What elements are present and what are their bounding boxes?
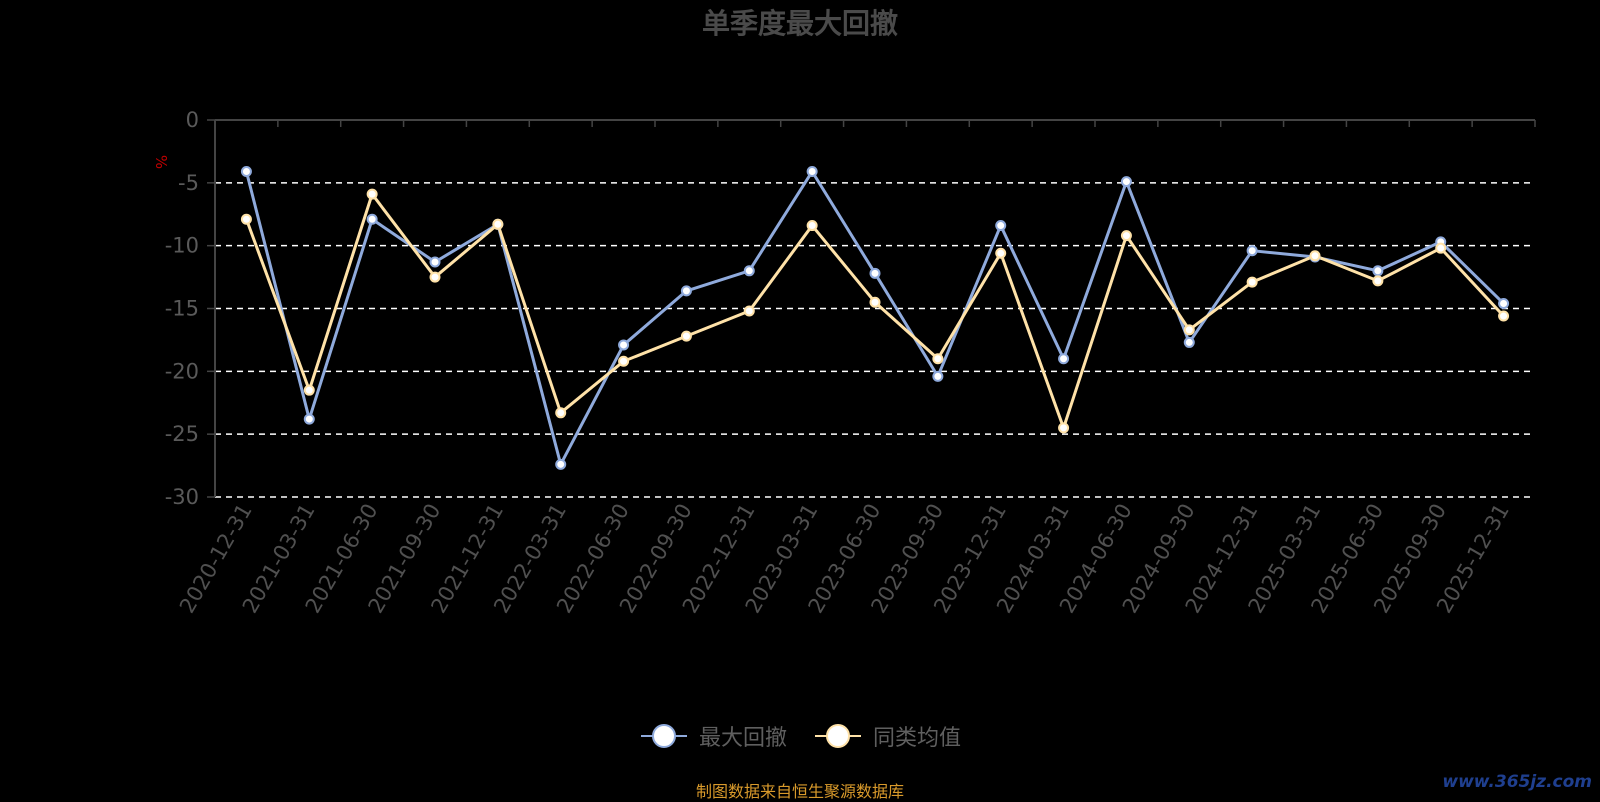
y-tick-label: -15 <box>165 297 199 321</box>
series-line-1 <box>245 192 1505 430</box>
y-tick-label: -20 <box>165 359 199 383</box>
legend-label-series-0: 最大回撤 <box>698 726 787 751</box>
y-tick-label: -25 <box>165 422 199 446</box>
legend-item-series-0[interactable]: 最大回撤 <box>639 720 787 752</box>
series-1-point <box>1058 422 1070 434</box>
series-0-point <box>303 413 315 425</box>
series-1-point <box>1120 230 1132 242</box>
series-1-point <box>366 188 378 200</box>
legend-marker-series-0-icon <box>640 724 687 748</box>
series-0-point <box>1183 336 1195 348</box>
series-1-point <box>1435 242 1447 254</box>
legend: 最大回撤 同类均值 <box>0 718 1600 754</box>
series-1-point <box>492 218 504 230</box>
series-1-point <box>995 247 1007 259</box>
series-1-point <box>240 213 252 225</box>
y-tick-label: -30 <box>165 485 199 509</box>
series-0-point <box>995 220 1007 232</box>
series-0-point <box>429 256 441 268</box>
series-0-point <box>240 166 252 178</box>
series-1-point <box>1372 275 1384 287</box>
series-1-point <box>555 407 567 419</box>
series-0-point <box>1120 176 1132 188</box>
series-0-point <box>618 339 630 351</box>
watermark: www.365jz.com <box>1442 772 1592 792</box>
y-tick-label: -10 <box>165 234 199 258</box>
series-0-point <box>743 265 755 277</box>
series-0-point <box>869 267 881 279</box>
series-1-point <box>1498 310 1510 322</box>
series-0-point <box>555 458 567 470</box>
series-1-point <box>429 271 441 283</box>
series-1-point <box>1309 250 1321 262</box>
series-1-point <box>743 305 755 317</box>
series-0-point <box>1246 245 1258 257</box>
series-1-point <box>303 384 315 396</box>
series-1-point <box>806 220 818 232</box>
source-note: 制图数据来自恒生聚源数据库 <box>695 782 904 801</box>
chart-title: 单季度最大回撤 <box>702 7 898 40</box>
series-1-point <box>680 330 692 342</box>
legend-item-series-1[interactable]: 同类均值 <box>813 720 961 752</box>
y-axis-label: % <box>152 155 170 169</box>
y-tick-label: -5 <box>178 171 199 195</box>
series-0-point <box>366 213 378 225</box>
series-1-point <box>1183 324 1195 336</box>
series-0-point <box>1372 265 1384 277</box>
series-0-point <box>1498 297 1510 309</box>
y-tick-label: 0 <box>186 108 199 132</box>
series-1-point <box>869 296 881 308</box>
series-0-point <box>806 166 818 178</box>
series-0-point <box>1058 353 1070 365</box>
legend-marker-series-1-icon <box>815 724 861 748</box>
series-0-point <box>680 285 692 297</box>
series-line-0 <box>244 170 1505 466</box>
series-1-point <box>1246 276 1258 288</box>
series-1-point <box>618 355 630 367</box>
series-0-point <box>932 370 944 382</box>
series-1-point <box>932 353 944 365</box>
legend-label-series-1: 同类均值 <box>873 726 962 751</box>
